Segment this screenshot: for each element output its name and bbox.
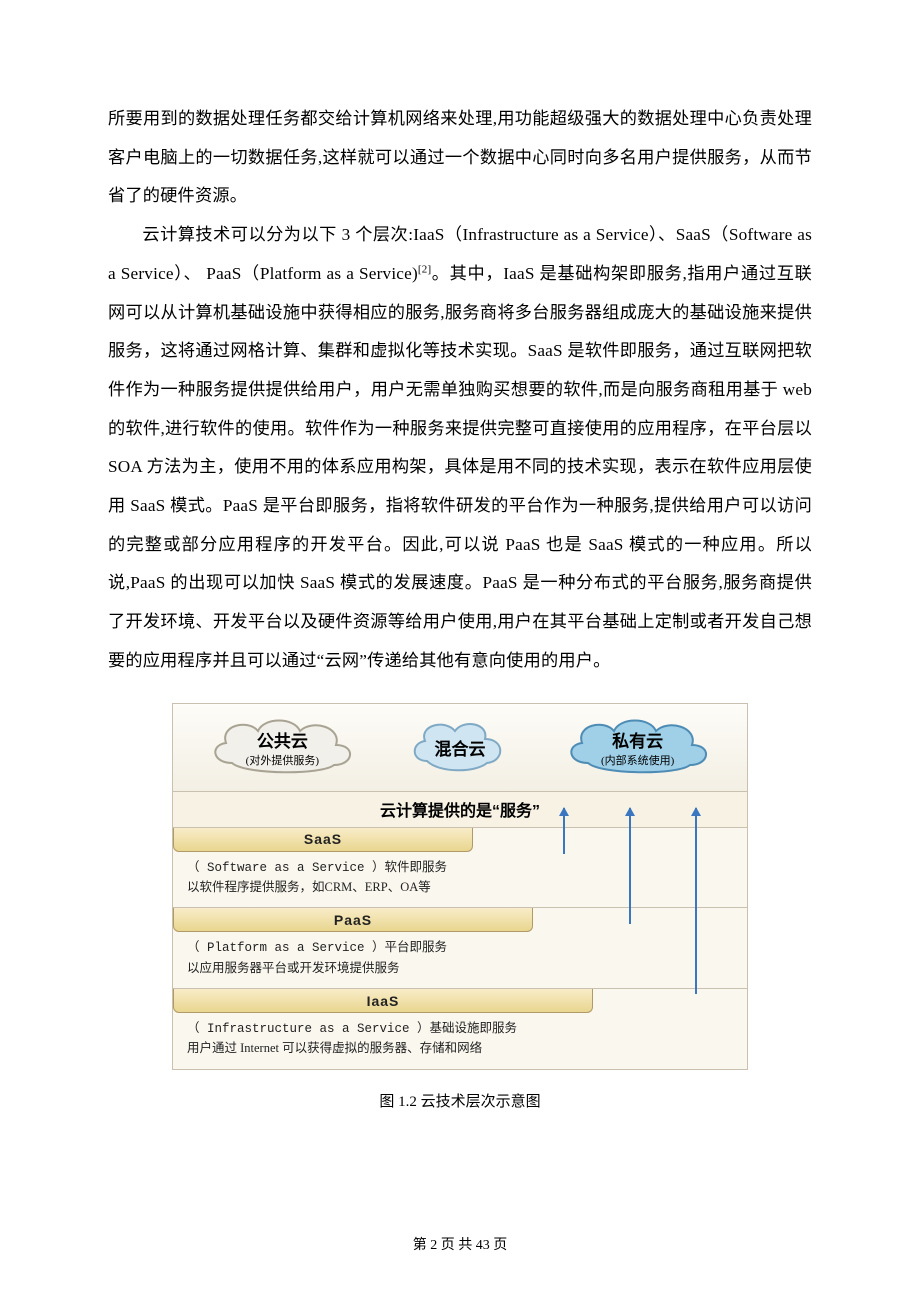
cloud-public-sub: (对外提供服务) bbox=[246, 752, 319, 768]
cloud-private-sub: (内部系统使用) bbox=[601, 752, 674, 768]
paas-line2: 以应用服务器平台或开发环境提供服务 bbox=[187, 961, 400, 975]
paragraph-2b: 。其中，IaaS 是基础构架即服务,指用户通过互联网可以从计算机基础设施中获得相… bbox=[108, 264, 812, 670]
layer-tab-iaas: IaaS bbox=[173, 989, 593, 1013]
cloud-hybrid: 混合云 bbox=[405, 711, 515, 783]
footer-total: 43 bbox=[476, 1238, 490, 1253]
paas-eng: （ Platform as a Service ） bbox=[187, 941, 385, 955]
layer-tab-paas: PaaS bbox=[173, 908, 533, 932]
paragraph-2: 云计算技术可以分为以下 3 个层次:IaaS（Infrastructure as… bbox=[108, 216, 812, 680]
citation-2: [2] bbox=[418, 263, 431, 275]
cloud-hybrid-title: 混合云 bbox=[434, 735, 485, 760]
footer-prefix: 第 bbox=[413, 1238, 431, 1253]
layer-iaas: IaaS （ Infrastructure as a Service ）基础设施… bbox=[173, 989, 747, 1069]
paas-cn: 平台即服务 bbox=[385, 940, 448, 954]
layer-desc-saas: （ Software as a Service ）软件即服务 以软件程序提供服务… bbox=[173, 852, 747, 900]
saas-cn: 软件即服务 bbox=[385, 860, 448, 874]
layer-paas: PaaS （ Platform as a Service ）平台即服务 以应用服… bbox=[173, 908, 747, 989]
iaas-line2: 用户通过 Internet 可以获得虚拟的服务器、存储和网络 bbox=[187, 1041, 482, 1055]
saas-line2: 以软件程序提供服务，如CRM、ERP、OA等 bbox=[187, 880, 431, 894]
service-caption: 云计算提供的是“服务” bbox=[173, 792, 747, 828]
cloud-public: 公共云 (对外提供服务) bbox=[202, 711, 362, 783]
arrow-saas bbox=[563, 808, 565, 854]
cloud-private: 私有云 (内部系统使用) bbox=[558, 711, 718, 783]
footer-mid: 页 共 bbox=[437, 1238, 476, 1253]
layer-tab-saas: SaaS bbox=[173, 828, 473, 852]
figure-1-2: 公共云 (对外提供服务) 混合云 私有云 (内部系统使用) 云计算提供的是“服务… bbox=[108, 703, 812, 1111]
footer-suffix: 页 bbox=[490, 1238, 508, 1253]
iaas-eng: （ Infrastructure as a Service ） bbox=[187, 1022, 430, 1036]
arrow-paas bbox=[629, 808, 631, 924]
cloud-row: 公共云 (对外提供服务) 混合云 私有云 (内部系统使用) bbox=[173, 704, 747, 792]
layer-desc-paas: （ Platform as a Service ）平台即服务 以应用服务器平台或… bbox=[173, 932, 747, 980]
saas-eng: （ Software as a Service ） bbox=[187, 861, 385, 875]
cloud-public-title: 公共云 bbox=[257, 727, 308, 752]
cloud-private-title: 私有云 bbox=[612, 727, 663, 752]
figure-diagram: 公共云 (对外提供服务) 混合云 私有云 (内部系统使用) 云计算提供的是“服务… bbox=[172, 703, 748, 1070]
page-footer: 第 2 页 共 43 页 bbox=[0, 1234, 920, 1254]
layer-saas: SaaS （ Software as a Service ）软件即服务 以软件程… bbox=[173, 828, 747, 909]
paragraph-1: 所要用到的数据处理任务都交给计算机网络来处理,用功能超级强大的数据处理中心负责处… bbox=[108, 100, 812, 216]
arrow-iaas bbox=[695, 808, 697, 994]
iaas-cn: 基础设施即服务 bbox=[430, 1021, 518, 1035]
layer-desc-iaas: （ Infrastructure as a Service ）基础设施即服务 用… bbox=[173, 1013, 747, 1061]
figure-caption: 图 1.2 云技术层次示意图 bbox=[379, 1090, 540, 1111]
